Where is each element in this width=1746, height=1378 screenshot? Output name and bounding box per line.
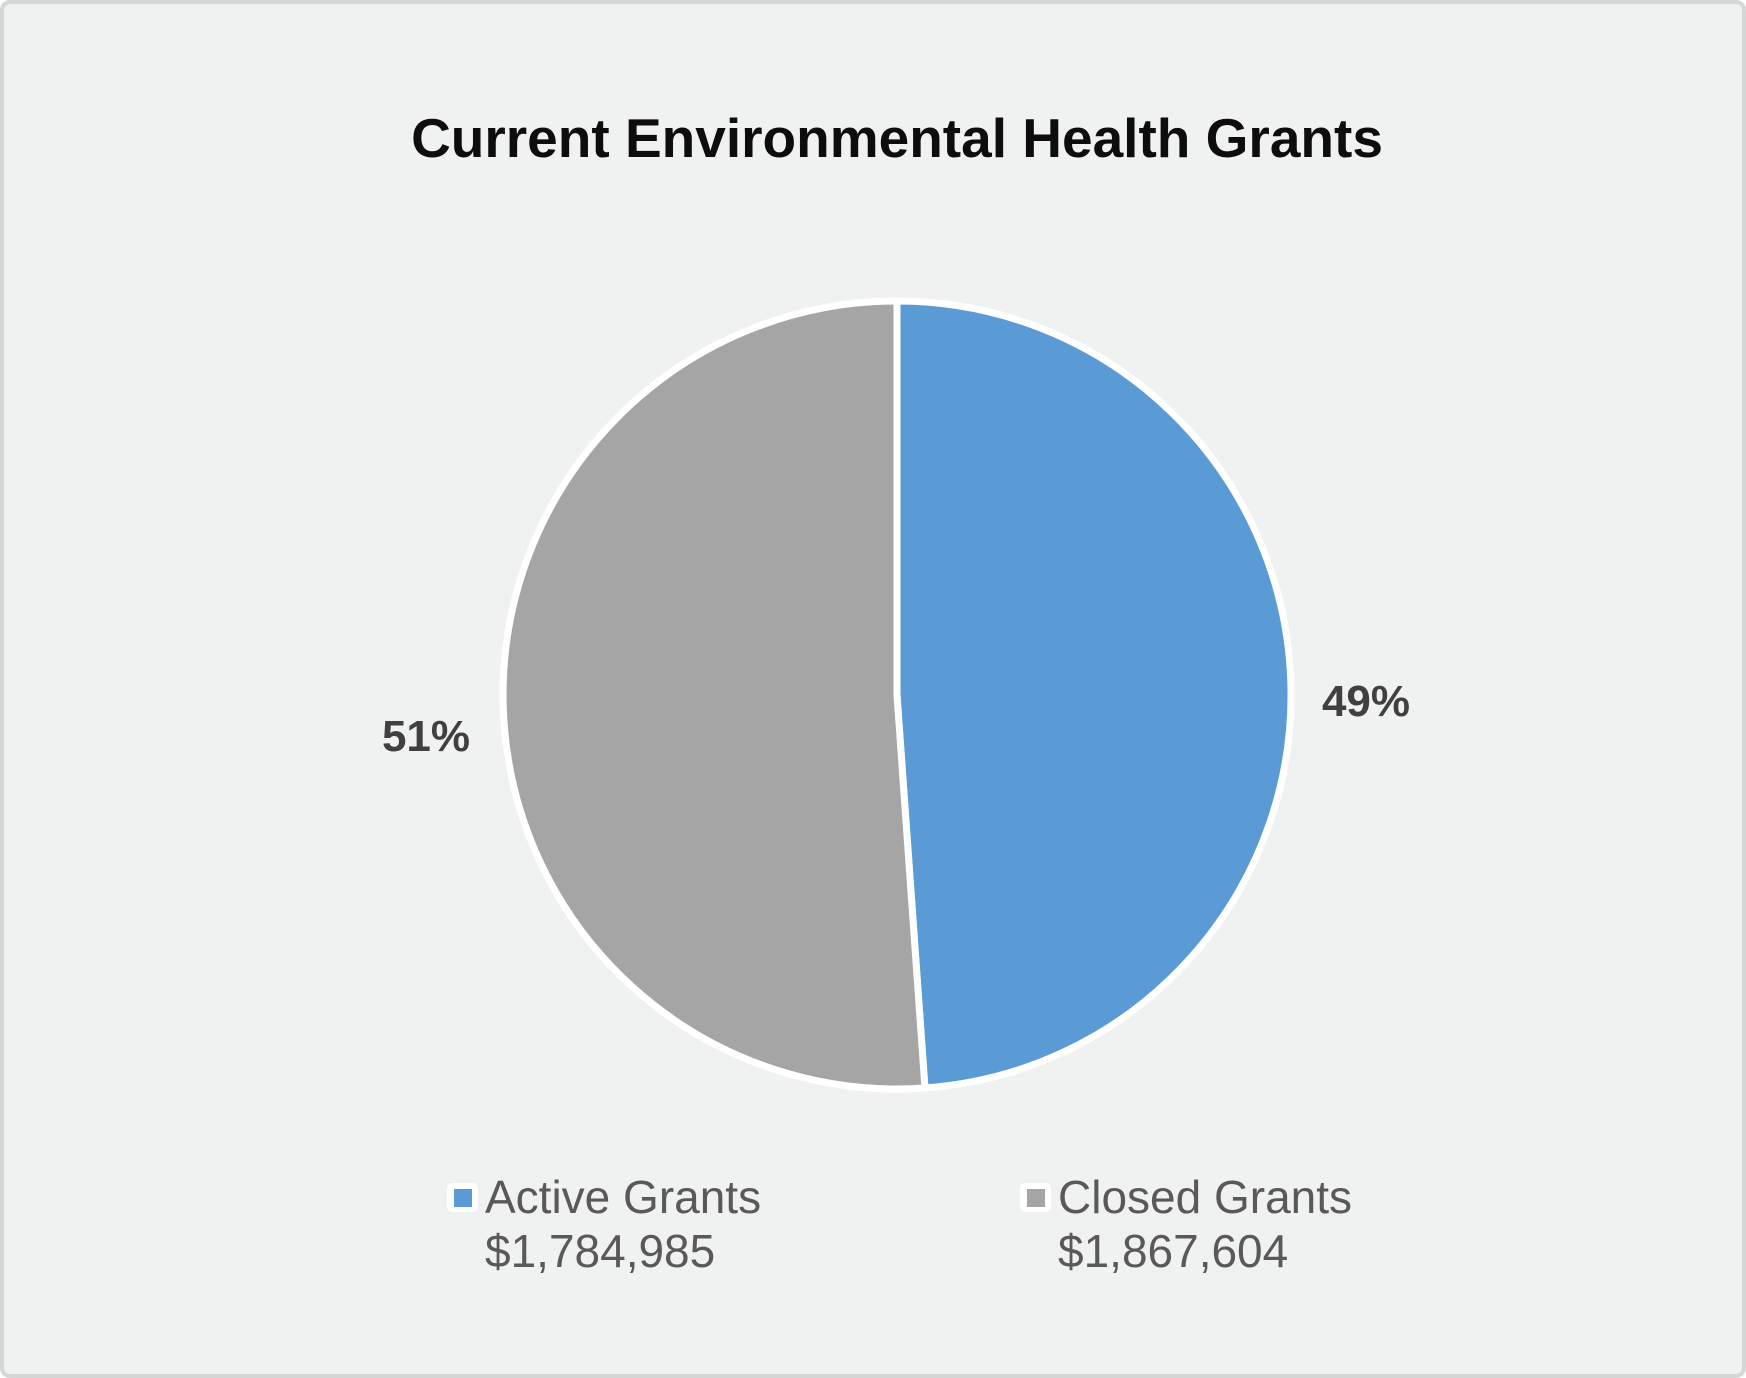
legend-item-active-grants[interactable]: Active Grants $1,784,985 (447, 1170, 761, 1278)
legend-value-closed-grants: $1,867,604 (1058, 1225, 1289, 1277)
legend-value-active-grants: $1,784,985 (485, 1225, 716, 1277)
legend-label-active-grants: Active Grants (485, 1171, 762, 1223)
pie-chart (499, 297, 1295, 1093)
pie-slice-active-grants[interactable] (893, 297, 1295, 1092)
data-label-active-grants-percent: 49% (1321, 677, 1411, 726)
legend-label-closed-grants: Closed Grants (1058, 1171, 1353, 1223)
closed-grants-swatch-icon (1020, 1183, 1051, 1212)
active-grants-swatch-icon (447, 1183, 478, 1212)
pie-slice-closed-grants[interactable] (499, 297, 929, 1093)
legend-item-closed-grants[interactable]: Closed Grants $1,867,604 (1020, 1170, 1352, 1278)
data-label-closed-grants-percent: 51% (381, 712, 471, 761)
chart-title: Current Environmental Health Grants (411, 107, 1383, 169)
